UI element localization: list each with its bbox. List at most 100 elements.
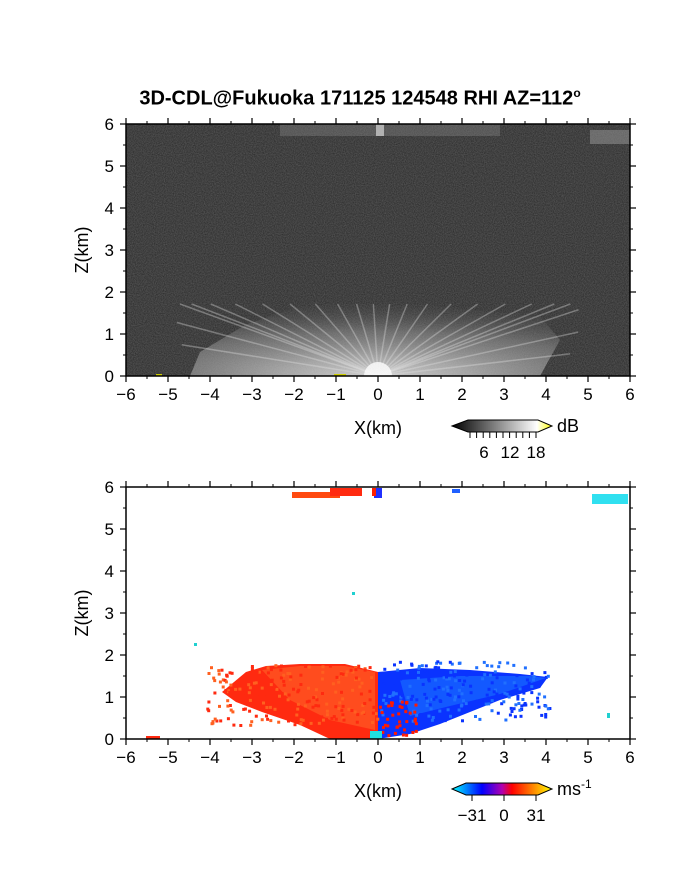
speckle-pixel [213, 679, 217, 683]
speckle-pixel [475, 666, 479, 670]
y-tick-label: 5 [105, 520, 114, 539]
speckle-pixel [309, 721, 313, 725]
speckle-pixel [382, 698, 386, 702]
speckle-pixel [453, 698, 457, 702]
speckle-pixel [226, 704, 230, 708]
speckle-pixel [231, 710, 235, 714]
speckle-pixel [354, 678, 358, 682]
speckle-pixel [522, 703, 526, 707]
speckle-pixel [218, 680, 222, 684]
speckle-pixel [546, 674, 550, 678]
speckle-pixel [325, 709, 329, 713]
speckle-pixel [530, 685, 534, 689]
speckle-pixel [497, 665, 501, 669]
speckle-pixel [518, 687, 522, 691]
speckle-pixel [417, 664, 421, 668]
speckle-pixel [469, 691, 473, 695]
speckle-pixel [321, 665, 325, 669]
speckle-pixel [387, 734, 391, 738]
speckle-pixel [401, 733, 405, 737]
speckle-pixel [388, 709, 392, 713]
speckle-pixel [280, 664, 283, 668]
velocity-ylabel: Z(km) [72, 590, 92, 637]
speckle-pixel [445, 685, 449, 689]
speckle-pixel [293, 703, 297, 707]
speckle-pixel [341, 713, 345, 717]
speckle-pixel [438, 709, 442, 713]
speckle-pixel [488, 673, 492, 677]
x-tick-label: −3 [242, 385, 261, 404]
speckle-pixel [500, 702, 504, 706]
speckle-pixel [307, 686, 310, 690]
x-tick-label: 3 [499, 748, 508, 767]
speckle-pixel [540, 713, 544, 717]
reflectivity-colorbar: dB 6 12 18 [450, 416, 579, 462]
speckle-pixel [490, 664, 494, 668]
speckle-pixel [537, 692, 541, 696]
x-tick-label: 4 [541, 385, 550, 404]
speckle-pixel [434, 695, 438, 699]
speckle-pixel [372, 705, 376, 709]
speckle-pixel [215, 719, 219, 723]
y-tick-label: 2 [105, 646, 114, 665]
speckle-pixel [461, 683, 465, 687]
speckle-pixel [503, 691, 507, 695]
speckle-pixel [345, 670, 349, 674]
speckle-pixel [354, 676, 358, 680]
speckle-pixel [514, 684, 518, 688]
speckle-pixel [297, 719, 301, 723]
speckle-pixel [286, 698, 290, 702]
speckle-pixel [536, 696, 540, 700]
speckle-pixel [517, 702, 521, 705]
speckle-pixel [282, 673, 286, 677]
speckle-pixel [275, 687, 279, 691]
speckle-pixel [354, 668, 358, 672]
speckle-pixel [446, 708, 450, 712]
speckle-pixel [478, 717, 482, 721]
speckle-pixel [544, 704, 548, 708]
speckle-pixel [438, 699, 442, 703]
speckle-pixel [393, 663, 396, 667]
speckle-pixel [339, 672, 343, 676]
speckle-pixel [250, 665, 254, 668]
speckle-pixel [282, 683, 286, 687]
speckle-pixel [299, 673, 303, 677]
speckle-pixel [465, 673, 469, 677]
speckle-pixel [447, 713, 451, 717]
speckle-pixel [475, 699, 479, 703]
speckle-pixel [516, 697, 520, 701]
speckle-pixel [360, 681, 364, 685]
speckle-pixel [396, 675, 400, 679]
speckle-pixel [445, 675, 448, 679]
speckle-pixel [436, 717, 440, 721]
speckle-pixel [262, 701, 265, 705]
speckle-pixel [342, 718, 346, 722]
speckle-pixel [337, 680, 341, 684]
speckle-pixel [516, 694, 520, 698]
speckle-pixel [432, 697, 436, 701]
speckle-pixel [270, 687, 274, 691]
speckle-pixel [383, 693, 387, 697]
speckle-pixel [325, 702, 329, 706]
speckle-pixel [403, 728, 406, 732]
speckle-pixel [384, 702, 388, 706]
speckle-pixel [485, 693, 489, 697]
speckle-pixel [510, 710, 514, 713]
velocity-xlabel: X(km) [354, 781, 402, 801]
speckle-pixel [250, 669, 254, 673]
speckle-pixel [340, 690, 343, 694]
speckle-pixel [292, 687, 295, 691]
speckle-pixel [449, 670, 453, 674]
speckle-pixel [341, 697, 345, 701]
speckle-pixel [416, 669, 420, 673]
speckle-pixel [334, 717, 338, 721]
speckle-pixel [242, 707, 246, 711]
speckle-pixel [442, 676, 446, 680]
speckle-pixel [250, 720, 254, 724]
speckle-pixel [405, 720, 409, 724]
speckle-pixel [434, 678, 438, 682]
speckle-pixel [283, 692, 287, 696]
speckle-pixel [254, 689, 258, 693]
speckle-pixel [320, 715, 324, 719]
speckle-pixel [212, 676, 216, 680]
